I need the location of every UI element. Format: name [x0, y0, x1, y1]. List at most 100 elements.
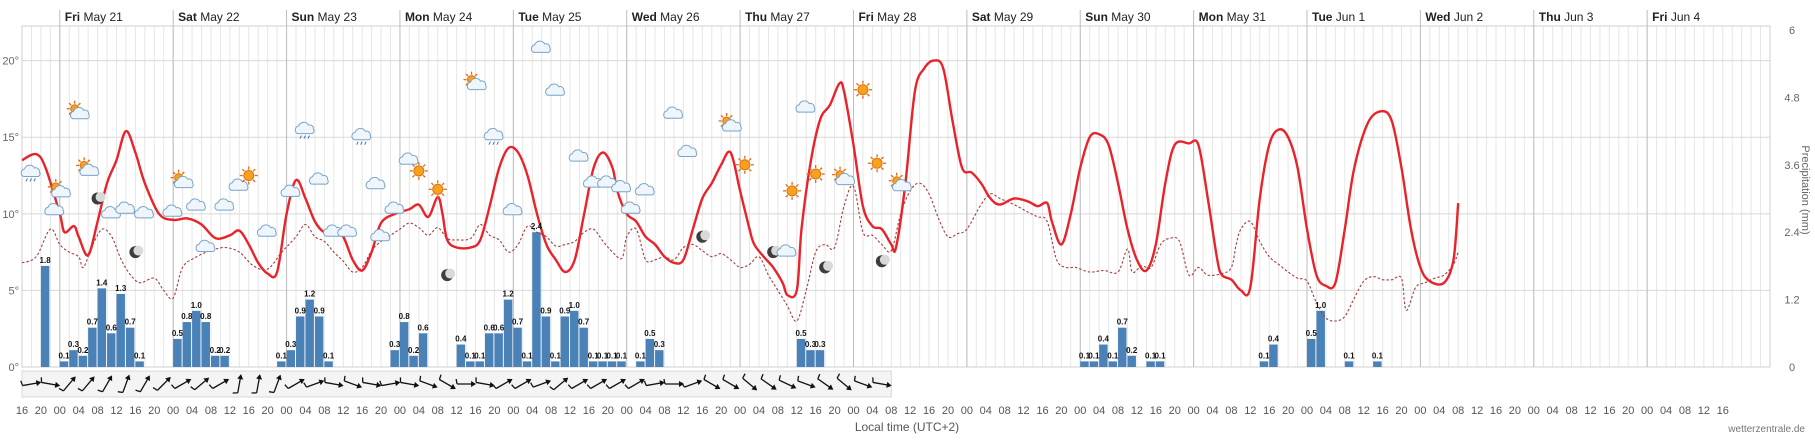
- precip-label: 0.3: [805, 340, 817, 349]
- precip-bar: [617, 361, 626, 367]
- wind-arrow: [797, 375, 816, 389]
- cloud-icon: [620, 201, 641, 214]
- precip-label: 0.1: [323, 351, 335, 360]
- wind-arrow: [361, 377, 382, 388]
- precip-label: 2.4: [531, 222, 543, 231]
- precip-label: 0.1: [521, 351, 533, 360]
- precip-label: 0.8: [181, 312, 193, 321]
- hour-tick-label: 04: [1206, 405, 1218, 417]
- hour-tick-label: 08: [999, 405, 1011, 417]
- cloud-icon: [370, 229, 391, 242]
- hour-tick-label: 12: [1017, 405, 1029, 417]
- y-left-tick-label: 5°: [8, 285, 19, 297]
- precip-bar: [636, 361, 645, 367]
- x-axis-label: Local time (UTC+2): [855, 420, 959, 434]
- wind-arrow: [722, 374, 740, 390]
- sun-icon: [853, 80, 872, 99]
- hour-tick-label: 00: [1414, 405, 1426, 417]
- plot-frame: [21, 25, 1771, 368]
- precip-bar: [40, 265, 50, 367]
- hour-tick-label: 20: [715, 405, 727, 417]
- hour-tick-label: 16: [1036, 405, 1048, 417]
- precip-bar: [1108, 361, 1118, 367]
- hour-tick-label: 00: [1528, 405, 1540, 417]
- day-labels: Fri May 21 Sat May 22 Sun May 23 Mon May 24…: [65, 10, 1701, 24]
- precip-bar: [1099, 344, 1108, 367]
- precip-label: 1.3: [115, 284, 127, 293]
- hour-tick-label: 12: [337, 405, 349, 417]
- precip-label: 0.6: [493, 323, 505, 332]
- y-right-tick-label: 4.8: [1784, 92, 1799, 104]
- sun-icon: [239, 166, 258, 185]
- day-label: Fri Jun 4: [1652, 10, 1700, 24]
- wind-arrow-row: [20, 370, 892, 398]
- y-right-tick-label: 1.2: [1784, 295, 1799, 307]
- temperature-line: [21, 59, 1460, 299]
- precip-bar: [456, 344, 466, 367]
- cloud-icon: [531, 40, 551, 53]
- hour-tick-label: 20: [375, 405, 387, 417]
- y-right-tick-label: 0: [1789, 362, 1795, 374]
- hour-tick-label: 12: [1358, 405, 1370, 417]
- precip-label: 0.1: [1145, 351, 1157, 360]
- precip-label: 0.9: [314, 306, 326, 315]
- precip-label: 0.9: [559, 306, 571, 315]
- precip-bar: [484, 333, 494, 367]
- hour-tick-label: 08: [1339, 405, 1351, 417]
- precip-bar: [107, 333, 116, 367]
- hour-tick-label: 20: [1169, 405, 1181, 417]
- hour-tick-label: 20: [1282, 405, 1294, 417]
- cloud-icon: [776, 244, 797, 257]
- wind-arrow: [324, 377, 344, 388]
- precip-label: 0.2: [408, 346, 420, 355]
- moon-icon: [819, 260, 834, 274]
- cloud-icon: [337, 224, 358, 237]
- wind-arrow: [567, 378, 589, 390]
- hour-tick-label: 04: [413, 405, 425, 417]
- sun-icon: [428, 180, 447, 199]
- precip-label: 0.1: [550, 351, 562, 360]
- hour-tick-label: 04: [1660, 405, 1672, 417]
- precip-label: 0.7: [512, 318, 524, 327]
- precip-bar: [1155, 361, 1165, 367]
- cloud-icon: [308, 172, 329, 185]
- hour-tick-label: 16: [469, 405, 481, 417]
- sun-cloud-icon: [888, 172, 912, 192]
- sun-icon: [735, 155, 754, 174]
- moon-icon: [441, 268, 456, 282]
- precip-bar: [324, 361, 333, 367]
- hour-tick-label: 08: [91, 405, 103, 417]
- wind-arrow: [778, 375, 797, 389]
- precip-bar: [513, 327, 522, 367]
- precip-bar: [201, 322, 210, 367]
- hour-tick-label: 08: [1452, 405, 1464, 417]
- temperature-series: [21, 59, 1460, 299]
- wind-arrow: [549, 377, 569, 391]
- hour-tick-label: 08: [885, 405, 897, 417]
- hour-tick-label: 12: [224, 405, 236, 417]
- y-right-tick-label: 2.4: [1784, 227, 1799, 239]
- hour-tick-label: 16: [16, 405, 28, 417]
- precip-label: 0.7: [578, 318, 590, 327]
- precip-label: 0.1: [465, 351, 477, 360]
- precip-label: 0.6: [106, 323, 118, 332]
- precip-label: 1.4: [96, 278, 108, 287]
- precip-bar: [1344, 361, 1354, 367]
- precip-label: 0.1: [474, 351, 486, 360]
- hour-tick-label: 08: [772, 405, 784, 417]
- wind-arrow: [817, 373, 834, 390]
- hour-tick-label: 20: [262, 405, 274, 417]
- rain-cloud-icon: [483, 127, 504, 145]
- precip-label: 0.9: [540, 306, 552, 315]
- hour-tick-label: 00: [961, 405, 973, 417]
- hour-tick-label: 20: [35, 405, 47, 417]
- hour-tick-label: 16: [583, 405, 595, 417]
- day-label: Tue May 25: [518, 10, 581, 24]
- wind-arrow: [643, 380, 665, 387]
- y-left-tick-label: 0°: [8, 362, 19, 374]
- day-label: Tue Jun 1: [1312, 10, 1365, 24]
- wind-arrow: [438, 374, 456, 390]
- day-label: Mon May 24: [405, 10, 473, 24]
- precip-label: 0.1: [1372, 351, 1384, 360]
- precip-label: 0.1: [1088, 351, 1100, 360]
